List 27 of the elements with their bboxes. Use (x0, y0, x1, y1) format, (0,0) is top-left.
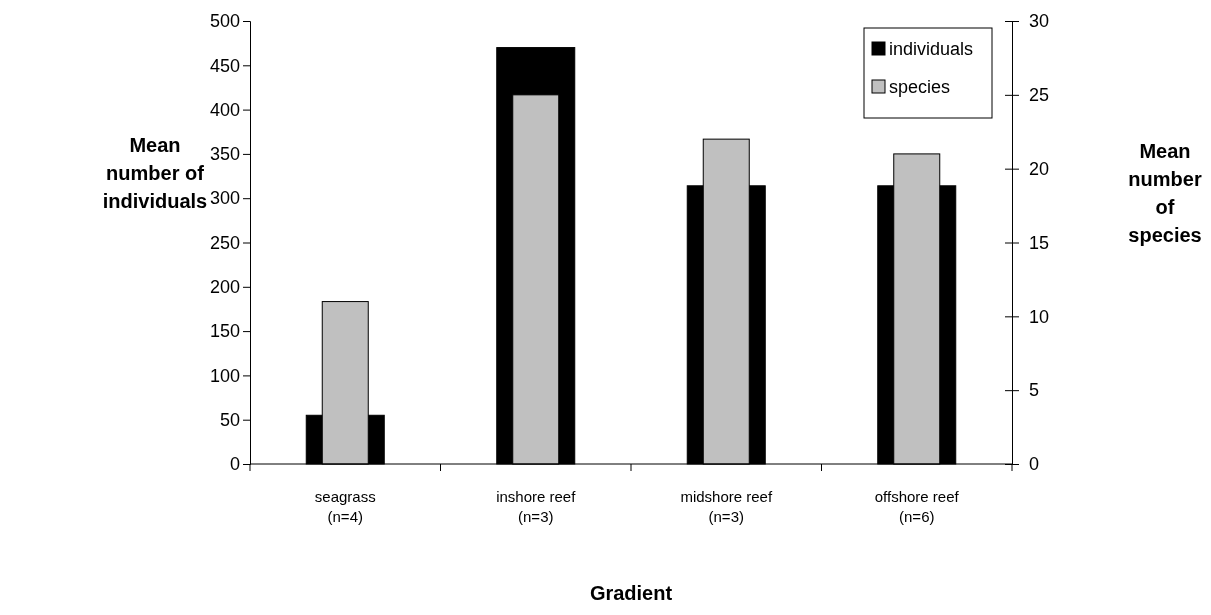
y-tick-label: 350 (209, 144, 240, 165)
y2-tick-label: 5 (1029, 380, 1040, 401)
y-tick-label: 150 (209, 321, 240, 342)
y2-tick-label: 25 (1029, 85, 1050, 106)
y-tick-label: 50 (219, 409, 240, 430)
x-axis-title: Gradient (589, 582, 673, 604)
y-tick-label: 100 (209, 365, 240, 386)
y-tick-label: 0 (229, 454, 240, 475)
x-tick-label: midshore reef (n=3) (680, 488, 773, 525)
y-tick-label: 250 (209, 232, 240, 253)
legend-label: species (889, 77, 951, 97)
y-tick-label: 500 (209, 11, 240, 32)
y2-tick-label: 0 (1029, 454, 1040, 475)
x-tick-label: inshore reef (n=3) (496, 488, 577, 525)
y-tick-label: 400 (209, 99, 240, 120)
y-tick-label: 300 (209, 188, 240, 209)
y2-axis-title: Mean number of species (1128, 140, 1202, 246)
y-tick-label: 450 (209, 55, 240, 76)
x-tick-label: offshore reef (n=6) (874, 488, 960, 525)
y2-tick-label: 10 (1029, 306, 1050, 327)
y-axis-title: Mean number of individuals (102, 134, 208, 212)
y2-tick-label: 30 (1029, 11, 1050, 32)
y2-tick-label: 15 (1029, 232, 1050, 253)
y2-tick-label: 20 (1029, 158, 1050, 179)
legend-label: individuals (889, 39, 974, 59)
x-tick-label: seagrass (n=4) (314, 488, 376, 525)
y-tick-label: 200 (209, 277, 240, 298)
